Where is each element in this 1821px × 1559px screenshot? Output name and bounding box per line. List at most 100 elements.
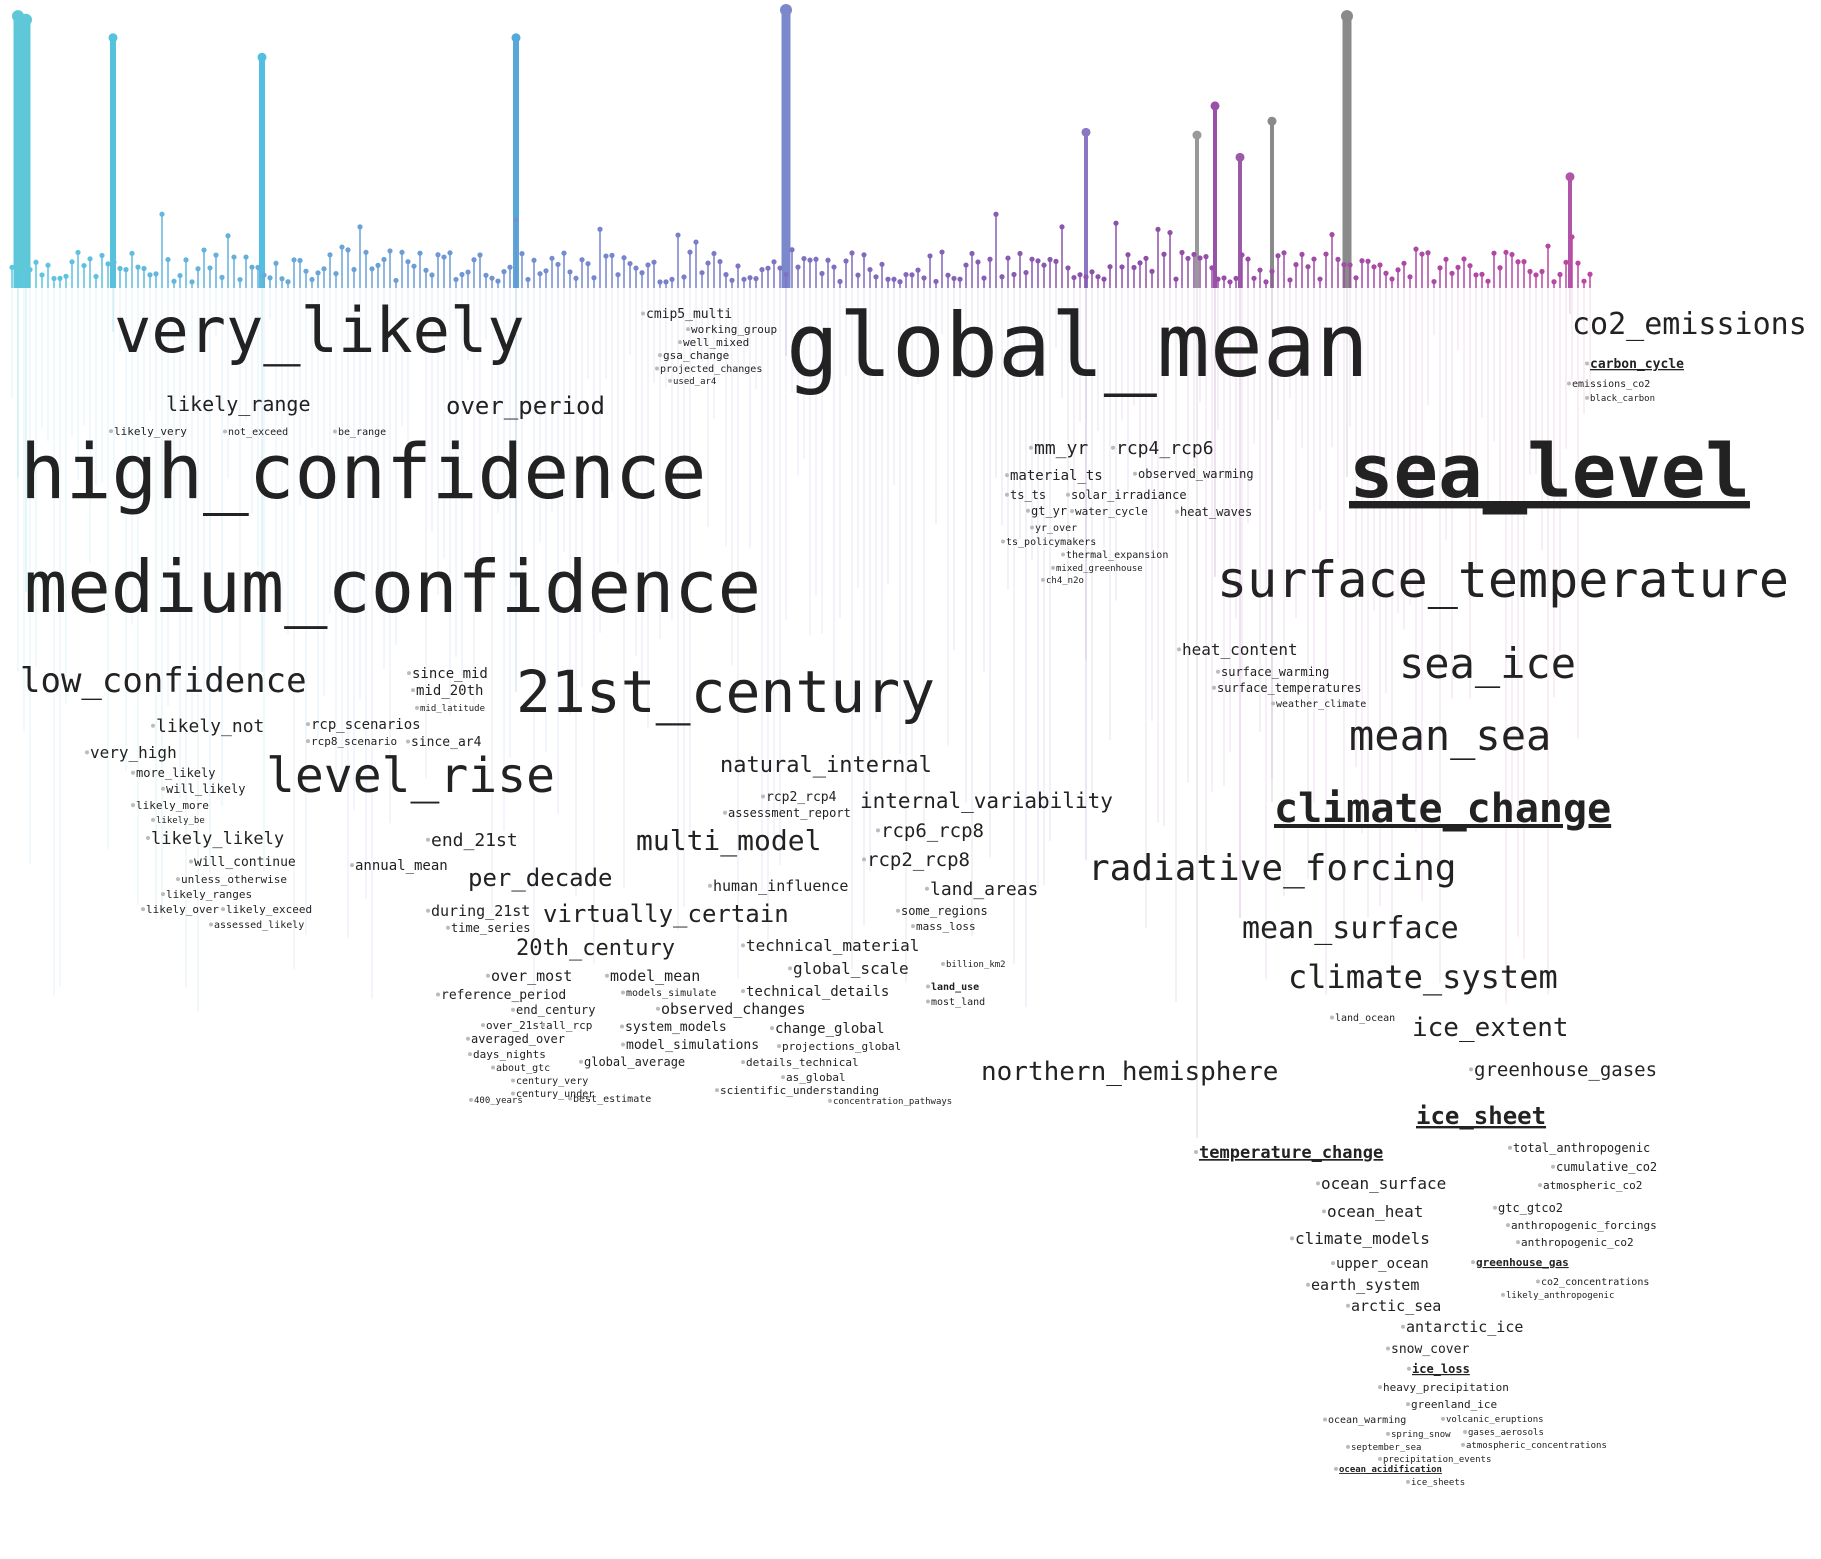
word-dot	[161, 892, 165, 897]
word-scientific_understanding: scientific_understanding	[720, 1084, 879, 1097]
word-dot	[306, 722, 310, 727]
word-dot	[926, 999, 930, 1004]
word-land_ocean: land_ocean	[1335, 1013, 1395, 1024]
word-dot	[1469, 1067, 1473, 1072]
word-mass_loss: mass_loss	[916, 920, 976, 933]
minor-stem-head	[1005, 255, 1011, 261]
minor-stem-head	[723, 272, 729, 278]
minor-stem-head	[351, 266, 357, 273]
minor-stem-head	[1059, 224, 1065, 230]
minor-stem-head	[1227, 279, 1233, 285]
minor-stem-head	[363, 249, 369, 255]
word-over_21st: over_21st	[486, 1019, 546, 1032]
minor-stem-head	[681, 274, 687, 280]
minor-stem-head	[1455, 264, 1461, 270]
word-heat_content: heat_content	[1182, 640, 1298, 659]
minor-stem-head	[939, 249, 945, 255]
word-dot	[1005, 492, 1009, 497]
word-model_simulations: model_simulations	[626, 1038, 759, 1053]
word-gtc_gtco2: gtc_gtco2	[1498, 1201, 1563, 1215]
minor-stem-head	[1311, 256, 1317, 262]
word-dot	[1175, 509, 1179, 514]
word-dot	[209, 922, 213, 927]
word-atmospheric_concentrations: atmospheric_concentrations	[1466, 1441, 1607, 1451]
word-likely_very: likely_very	[114, 425, 187, 438]
word-human_influence: human_influence	[713, 877, 848, 895]
word-likely_exceed: likely_exceed	[226, 903, 312, 916]
word-dot	[1493, 1205, 1497, 1210]
minor-stem-head	[1419, 251, 1425, 257]
minor-stem-head	[621, 255, 627, 261]
minor-stem-head	[609, 252, 615, 258]
stem-head-low_confidence	[257, 52, 267, 62]
minor-stem-head	[381, 256, 387, 263]
word-dot	[1406, 1479, 1410, 1484]
minor-stem-head	[435, 252, 441, 258]
word-dot	[1441, 1416, 1445, 1421]
minor-stem-head	[105, 261, 111, 267]
word-dot	[715, 1088, 719, 1093]
minor-stem-head	[711, 250, 717, 257]
word-surface_temperature: surface_temperature	[1217, 551, 1789, 609]
word-co2_emissions: co2_emissions	[1572, 307, 1807, 342]
stem-head-global_mean	[780, 4, 792, 16]
minor-stem-head	[1557, 271, 1563, 278]
minor-stem-head	[1257, 267, 1263, 273]
word-dot	[1346, 1444, 1350, 1449]
word-dot	[436, 992, 440, 997]
minor-stem-head	[789, 247, 795, 253]
minor-stem-head	[183, 257, 189, 263]
minor-stem-head	[741, 276, 747, 282]
word-climate_change: climate_change	[1274, 786, 1611, 832]
word-concentration_pathways: concentration_pathways	[833, 1097, 952, 1107]
minor-stem-head	[1533, 272, 1539, 278]
minor-stem-head	[81, 262, 87, 269]
minor-stem-head	[399, 249, 405, 255]
stem-head-temperature_change	[1192, 130, 1202, 140]
stem-head-medium_confidence	[20, 13, 32, 26]
minor-stem-head	[819, 270, 825, 277]
word-radiative_forcing: radiative_forcing	[1088, 848, 1456, 889]
minor-stem-head	[297, 257, 303, 264]
word-dot	[781, 1075, 785, 1080]
minor-stem-head	[633, 265, 639, 271]
word-dot	[1538, 1183, 1542, 1188]
minor-stem-head	[441, 254, 447, 260]
minor-stem-head	[1041, 262, 1047, 268]
word-greenhouse_gas: greenhouse_gas	[1476, 1256, 1569, 1269]
minor-stem-head	[513, 217, 519, 223]
minor-stem-head	[765, 265, 771, 271]
word-dot	[1334, 1466, 1338, 1471]
word-likely_ranges: likely_ranges	[166, 888, 252, 901]
word-atmospheric_co2: atmospheric_co2	[1543, 1179, 1642, 1192]
minor-stem-head	[963, 262, 969, 268]
word-spring_snow: spring_snow	[1391, 1430, 1451, 1440]
minor-stem-head	[447, 250, 453, 256]
word-dot	[109, 429, 113, 434]
word-mid_latitude: mid_latitude	[420, 704, 485, 714]
stem-head-21st_century	[511, 33, 521, 43]
word-some_regions: some_regions	[901, 904, 988, 918]
minor-stem-head	[249, 264, 255, 270]
minor-stem-head	[1197, 255, 1203, 261]
word-dot	[1346, 1303, 1350, 1308]
word-internal_variability: internal_variability	[860, 789, 1113, 813]
minor-stem-head	[519, 251, 525, 257]
minor-stem-head	[1461, 256, 1467, 262]
minor-stem-head	[1569, 234, 1575, 240]
minor-stem-head	[909, 272, 915, 278]
word-dot	[350, 863, 354, 868]
word-dot	[925, 886, 929, 891]
word-dot	[1271, 701, 1275, 706]
word-volcanic_eruptions: volcanic_eruptions	[1446, 1415, 1544, 1425]
minor-stem-head	[591, 275, 597, 281]
word-likely_over: likely_over	[146, 903, 219, 916]
minor-stem-head	[1131, 264, 1137, 271]
minor-stem-head	[177, 272, 183, 279]
word-dot	[896, 908, 900, 913]
word-dot	[678, 340, 682, 345]
minor-stem-head	[903, 271, 909, 278]
minor-stem-head	[321, 266, 327, 272]
word-likely_not: likely_not	[156, 716, 264, 737]
minor-stem-head	[303, 268, 309, 274]
